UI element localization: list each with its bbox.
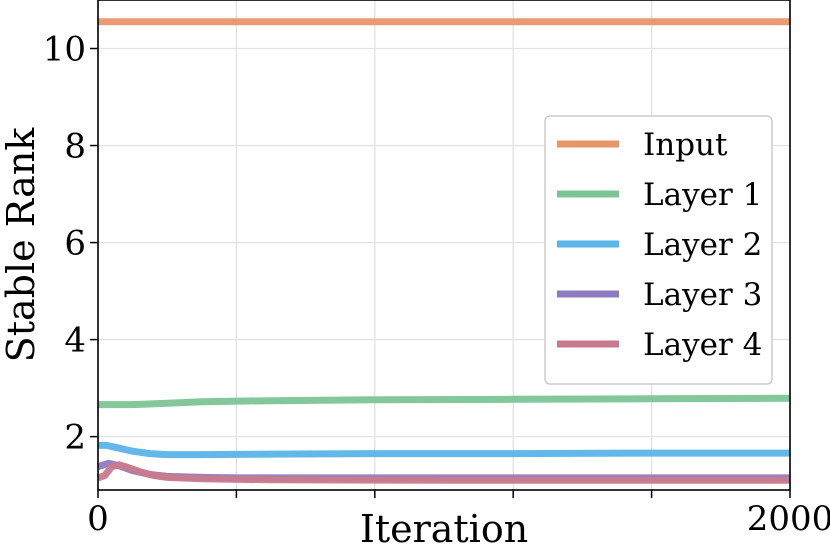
- y-tick-label: 2: [64, 418, 86, 458]
- plot-frame: [97, 0, 791, 491]
- x-tick-label: 0: [87, 499, 109, 539]
- x-tick-label: 2000: [747, 499, 830, 539]
- legend-label: Layer 2: [643, 227, 762, 263]
- y-axis-ticks: 2 4 6 8 10: [43, 30, 98, 458]
- legend-label: Layer 4: [643, 327, 762, 363]
- legend: Input Layer 1 Layer 2 Layer 3 Layer 4: [544, 115, 773, 385]
- x-axis-label: Iteration: [360, 507, 528, 550]
- series-line: [98, 394, 791, 409]
- legend-label: Layer 1: [643, 177, 762, 213]
- y-tick-label: 4: [64, 321, 86, 361]
- x-axis-ticks: 0 2000: [87, 490, 830, 539]
- y-tick-label: 10: [43, 30, 86, 70]
- series-lines: [96, 18, 791, 484]
- y-tick-label: 6: [64, 224, 86, 264]
- series-line: [98, 441, 790, 459]
- legend-box: [544, 115, 773, 385]
- y-tick-label: 8: [64, 127, 86, 167]
- y-axis-label: Stable Rank: [0, 127, 43, 363]
- legend-label: Layer 3: [643, 277, 762, 313]
- series-line: [96, 461, 790, 484]
- legend-label: Input: [643, 127, 728, 163]
